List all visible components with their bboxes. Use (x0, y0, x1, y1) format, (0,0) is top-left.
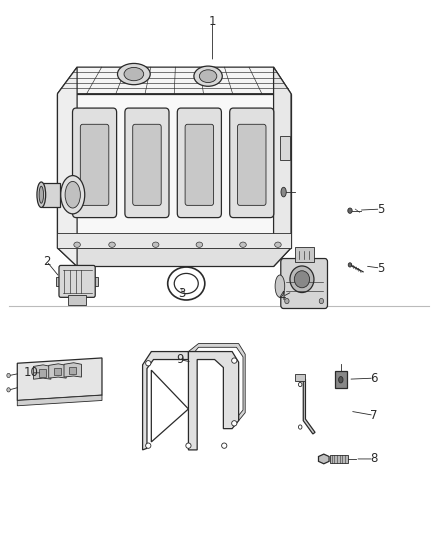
Polygon shape (188, 352, 239, 450)
Text: 3: 3 (178, 287, 186, 300)
Bar (295, 374, 305, 381)
Bar (280, 136, 290, 160)
Ellipse shape (61, 175, 85, 214)
Polygon shape (274, 67, 291, 266)
Polygon shape (42, 182, 60, 207)
Ellipse shape (65, 181, 81, 208)
Text: 6: 6 (370, 372, 378, 385)
Ellipse shape (240, 242, 246, 247)
Ellipse shape (37, 182, 46, 207)
Ellipse shape (7, 373, 11, 377)
Text: 8: 8 (370, 453, 378, 465)
Ellipse shape (74, 242, 81, 247)
FancyBboxPatch shape (237, 124, 266, 205)
Text: 7: 7 (370, 409, 378, 422)
FancyBboxPatch shape (185, 124, 214, 205)
Text: 5: 5 (377, 203, 384, 215)
Ellipse shape (298, 382, 302, 386)
Polygon shape (33, 365, 51, 379)
Text: 9: 9 (176, 353, 184, 366)
Text: 2: 2 (43, 255, 50, 268)
Ellipse shape (39, 186, 43, 203)
Ellipse shape (186, 443, 191, 448)
Ellipse shape (298, 425, 302, 429)
Polygon shape (318, 454, 329, 464)
Bar (330, 455, 348, 463)
Text: 10: 10 (24, 366, 39, 379)
Ellipse shape (152, 242, 159, 247)
Ellipse shape (232, 421, 237, 426)
Bar (57, 233, 291, 248)
Ellipse shape (124, 67, 144, 80)
Polygon shape (57, 67, 291, 94)
Ellipse shape (348, 208, 352, 213)
Ellipse shape (146, 361, 151, 366)
Bar (54, 368, 61, 375)
Polygon shape (64, 363, 81, 377)
Ellipse shape (285, 298, 289, 304)
FancyBboxPatch shape (125, 108, 169, 217)
Text: 5: 5 (377, 262, 384, 274)
Ellipse shape (275, 242, 281, 247)
Text: 4: 4 (279, 290, 286, 303)
Text: 1: 1 (208, 15, 216, 28)
Ellipse shape (146, 443, 151, 448)
Ellipse shape (275, 275, 285, 297)
Ellipse shape (319, 298, 324, 304)
FancyBboxPatch shape (133, 124, 161, 205)
FancyBboxPatch shape (177, 108, 221, 217)
Bar (294, 247, 314, 262)
Ellipse shape (194, 66, 222, 86)
Bar (57, 277, 61, 286)
Ellipse shape (222, 443, 227, 448)
Ellipse shape (174, 273, 198, 294)
Ellipse shape (7, 387, 11, 392)
FancyBboxPatch shape (59, 265, 95, 297)
Polygon shape (57, 94, 291, 248)
Ellipse shape (196, 242, 203, 247)
Ellipse shape (290, 266, 314, 293)
Bar (68, 295, 86, 305)
Polygon shape (17, 395, 102, 406)
Ellipse shape (281, 187, 286, 197)
Ellipse shape (339, 376, 343, 383)
Polygon shape (57, 67, 77, 266)
FancyBboxPatch shape (73, 108, 117, 217)
Ellipse shape (294, 271, 310, 288)
Bar (93, 277, 98, 286)
Polygon shape (297, 379, 315, 434)
Ellipse shape (348, 263, 352, 267)
FancyBboxPatch shape (281, 259, 328, 309)
Bar (335, 371, 347, 388)
Bar (69, 367, 76, 374)
Polygon shape (188, 344, 245, 421)
Ellipse shape (117, 63, 150, 85)
Polygon shape (49, 364, 66, 378)
Bar (39, 369, 46, 376)
Ellipse shape (109, 242, 115, 247)
FancyBboxPatch shape (230, 108, 274, 217)
Polygon shape (17, 358, 102, 400)
FancyBboxPatch shape (80, 124, 109, 205)
Ellipse shape (232, 358, 237, 364)
Polygon shape (57, 248, 291, 266)
Polygon shape (143, 352, 188, 450)
Ellipse shape (199, 70, 217, 83)
Polygon shape (151, 370, 188, 442)
